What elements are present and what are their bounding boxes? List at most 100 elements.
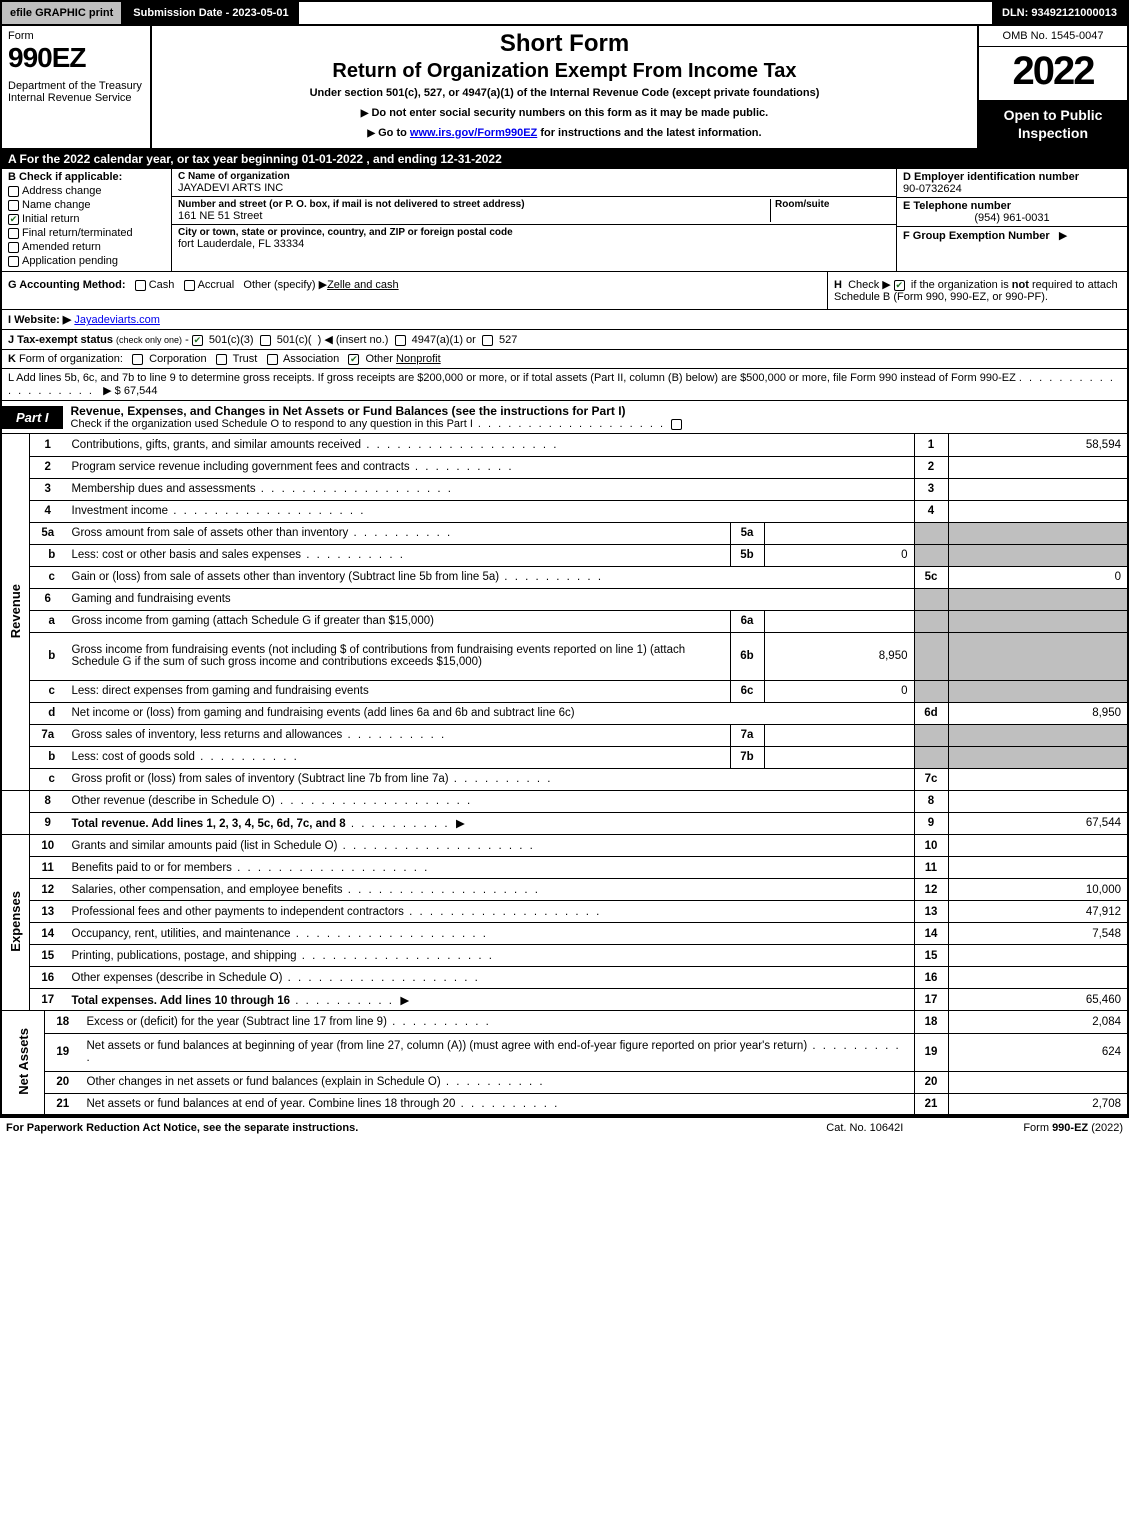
line-5c: c Gain or (loss) from sale of assets oth… [1, 566, 1128, 588]
group-exemption-label: F Group Exemption Number [903, 230, 1050, 242]
j-4947[interactable] [395, 335, 406, 346]
chk-initial-return[interactable]: Initial return [8, 213, 165, 225]
l7a-desc: Gross sales of inventory, less returns a… [72, 729, 343, 741]
l3-amt [948, 478, 1128, 500]
l18-num: 18 [45, 1011, 81, 1033]
chk-address-change[interactable]: Address change [8, 185, 165, 197]
footer-left: For Paperwork Reduction Act Notice, see … [6, 1122, 826, 1134]
l4-num: 4 [30, 500, 66, 522]
part-1-subtitle: Check if the organization used Schedule … [71, 418, 1119, 430]
l18-box: 18 [914, 1011, 948, 1033]
l6c-shade [914, 680, 948, 702]
l11-box: 11 [914, 857, 948, 879]
l18-desc: Excess or (deficit) for the year (Subtra… [87, 1016, 387, 1028]
l14-amt: 7,548 [948, 923, 1128, 945]
l6-desc: Gaming and fundraising events [66, 588, 915, 610]
l21-desc: Net assets or fund balances at end of ye… [87, 1098, 456, 1110]
l6a-desc: Gross income from gaming (attach Schedul… [66, 610, 731, 632]
revenue-table: Revenue 1 Contributions, gifts, grants, … [0, 434, 1129, 835]
l13-desc: Professional fees and other payments to … [72, 906, 404, 918]
part1-schedule-o-check[interactable] [671, 419, 682, 430]
l6b-shade [914, 632, 948, 680]
chk-final-return[interactable]: Final return/terminated [8, 227, 165, 239]
l19-num: 19 [45, 1033, 81, 1071]
l6a-ival [764, 610, 914, 632]
h-checkbox[interactable] [894, 280, 905, 291]
line-7b: b Less: cost of goods sold 7b [1, 746, 1128, 768]
irs-link[interactable]: www.irs.gov/Form990EZ [410, 127, 537, 139]
line-2: 2 Program service revenue including gove… [1, 456, 1128, 478]
phone-value: (954) 961-0031 [903, 212, 1121, 224]
g-opt-cash[interactable]: Cash [149, 279, 175, 291]
line-5a: 5a Gross amount from sale of assets othe… [1, 522, 1128, 544]
l5b-shade [914, 544, 948, 566]
l6a-ibox: 6a [730, 610, 764, 632]
l5a-ibox: 5a [730, 522, 764, 544]
chk-application-pending[interactable]: Application pending [8, 255, 165, 267]
k-corp[interactable] [132, 354, 143, 365]
l7c-amt [948, 768, 1128, 790]
column-c-org-info: C Name of organization JAYADEVI ARTS INC… [172, 169, 897, 271]
public-inspection-badge: Open to Public Inspection [979, 100, 1127, 148]
l19-desc: Net assets or fund balances at beginning… [87, 1040, 808, 1052]
phone-cell: E Telephone number (954) 961-0031 [897, 198, 1127, 227]
l7a-ibox: 7a [730, 724, 764, 746]
l5b-desc: Less: cost or other basis and sales expe… [72, 549, 302, 561]
l7b-ival [764, 746, 914, 768]
row-i-website: I Website: ▶ Jayadeviarts.com [0, 310, 1129, 330]
line-6a: a Gross income from gaming (attach Sched… [1, 610, 1128, 632]
l1-desc: Contributions, gifts, grants, and simila… [72, 439, 362, 451]
l-amount: ▶ $ 67,544 [103, 385, 157, 397]
k-assoc[interactable] [267, 354, 278, 365]
row-a-tax-year: A For the 2022 calendar year, or tax yea… [0, 150, 1129, 169]
l5c-amt: 0 [948, 566, 1128, 588]
page-footer: For Paperwork Reduction Act Notice, see … [0, 1116, 1129, 1138]
form-title-block: Short Form Return of Organization Exempt… [152, 26, 977, 148]
l20-desc: Other changes in net assets or fund bala… [87, 1076, 441, 1088]
phone-label: E Telephone number [903, 200, 1121, 212]
l2-num: 2 [30, 456, 66, 478]
l14-num: 14 [30, 923, 66, 945]
website-link[interactable]: Jayadeviarts.com [74, 314, 160, 326]
l7b-ibox: 7b [730, 746, 764, 768]
dln-number: DLN: 93492121000013 [992, 2, 1127, 24]
l2-box: 2 [914, 456, 948, 478]
l4-box: 4 [914, 500, 948, 522]
line-10: Expenses 10 Grants and similar amounts p… [1, 835, 1128, 857]
l7b-shade2 [948, 746, 1128, 768]
j-501c3[interactable] [192, 335, 203, 346]
form-header: Form 990EZ Department of the Treasury In… [0, 26, 1129, 150]
org-city-cell: City or town, state or province, country… [172, 225, 896, 252]
chk-amended-return[interactable]: Amended return [8, 241, 165, 253]
l5b-ibox: 5b [730, 544, 764, 566]
footer-center: Cat. No. 10642I [826, 1122, 903, 1134]
l5a-num: 5a [30, 522, 66, 544]
ein-value: 90-0732624 [903, 183, 1121, 195]
l12-num: 12 [30, 879, 66, 901]
k-trust[interactable] [216, 354, 227, 365]
l11-amt [948, 857, 1128, 879]
k-other[interactable] [348, 354, 359, 365]
l6b-shade2 [948, 632, 1128, 680]
l16-box: 16 [914, 967, 948, 989]
l6c-desc: Less: direct expenses from gaming and fu… [66, 680, 731, 702]
expenses-vlabel: Expenses [1, 835, 30, 1011]
j-527[interactable] [482, 335, 493, 346]
l12-box: 12 [914, 879, 948, 901]
l9-amt: 67,544 [948, 812, 1128, 834]
efile-print-button[interactable]: efile GRAPHIC print [2, 2, 123, 24]
line-9: 9 Total revenue. Add lines 1, 2, 3, 4, 5… [1, 812, 1128, 834]
g-opt-accrual[interactable]: Accrual [198, 279, 235, 291]
line-6b: b Gross income from fundraising events (… [1, 632, 1128, 680]
addr-label: Number and street (or P. O. box, if mail… [178, 199, 770, 210]
chk-name-change[interactable]: Name change [8, 199, 165, 211]
accounting-method: G Accounting Method: Cash Accrual Other … [2, 272, 827, 309]
l5a-shade [914, 522, 948, 544]
line-19: 19 Net assets or fund balances at beginn… [1, 1033, 1128, 1071]
l5c-desc: Gain or (loss) from sale of assets other… [72, 571, 500, 583]
l15-box: 15 [914, 945, 948, 967]
j-501c[interactable] [260, 335, 271, 346]
room-label: Room/suite [775, 199, 890, 210]
l13-num: 13 [30, 901, 66, 923]
l20-amt [948, 1071, 1128, 1093]
